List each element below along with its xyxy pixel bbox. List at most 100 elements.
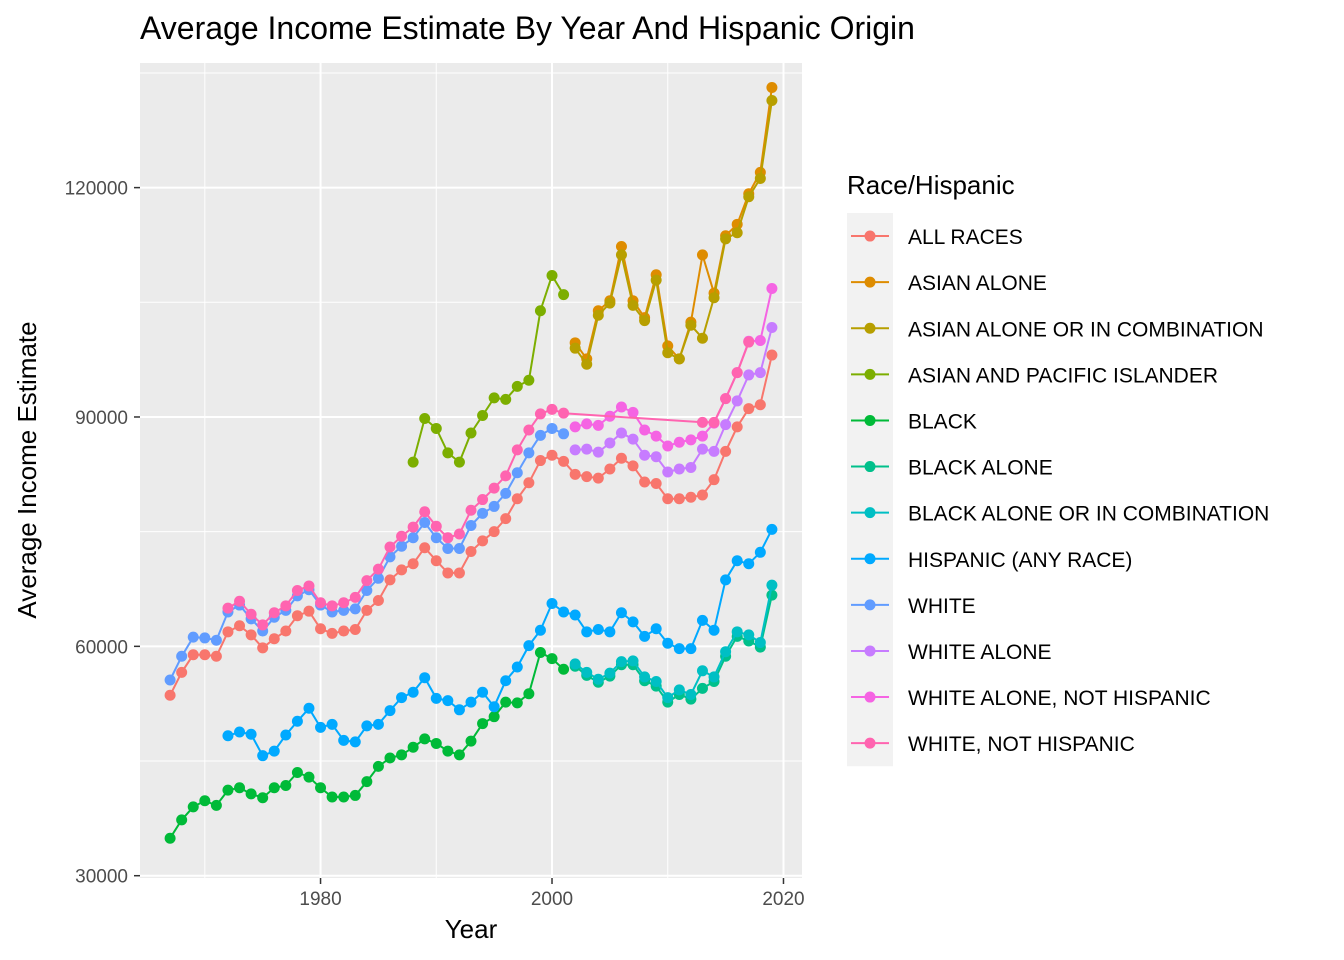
series-all-races (164, 349, 778, 701)
data-point (268, 745, 280, 757)
legend-key-point (864, 368, 876, 380)
data-point (245, 728, 257, 740)
data-point (419, 672, 431, 684)
data-point (187, 631, 199, 643)
data-point (720, 445, 732, 457)
data-point (615, 607, 627, 619)
legend-label: ALL RACES (908, 226, 1023, 249)
data-point (569, 421, 581, 433)
data-point (604, 626, 616, 638)
data-point (569, 468, 581, 480)
data-point (523, 688, 535, 700)
data-point (696, 416, 708, 428)
data-point (430, 422, 442, 434)
data-point (453, 528, 465, 540)
legend-label: WHITE (908, 595, 976, 618)
data-point (615, 240, 627, 252)
grid-lines (140, 63, 802, 878)
data-point (315, 782, 327, 794)
data-point (407, 521, 419, 533)
data-point (268, 633, 280, 645)
data-point (199, 649, 211, 661)
data-point (534, 624, 546, 636)
y-tick-label: 30000 (75, 867, 128, 888)
y-tick-label: 120000 (65, 179, 128, 200)
data-point (511, 467, 523, 479)
legend-key-point (864, 737, 876, 749)
data-point (754, 637, 766, 649)
data-point (372, 718, 384, 730)
data-point (604, 437, 616, 449)
data-point (720, 646, 732, 658)
data-point (627, 616, 639, 628)
data-point (372, 594, 384, 606)
legend-item: BLACK ALONE OR IN COMBINATION (851, 503, 1269, 526)
data-point (500, 393, 512, 405)
plot-panel (140, 63, 802, 878)
data-point (766, 589, 778, 601)
data-point (754, 546, 766, 558)
legend-key-point (864, 322, 876, 334)
data-point (338, 734, 350, 746)
data-point (164, 674, 176, 686)
legend-item: HISPANIC (ANY RACE) (851, 549, 1132, 572)
x-tick-label: 2020 (762, 889, 804, 910)
data-point (696, 665, 708, 677)
data-point (303, 580, 315, 592)
data-point (419, 542, 431, 554)
data-point (372, 572, 384, 584)
series-black-alone-or-in-combination (569, 579, 778, 704)
data-point (453, 542, 465, 554)
data-point (500, 696, 512, 708)
data-point (291, 715, 303, 727)
data-point (627, 655, 639, 667)
axes: 1980 2000 2020 30000 60000 90000 120000 (65, 179, 805, 910)
data-point (500, 675, 512, 687)
data-point (164, 689, 176, 701)
data-point (766, 322, 778, 334)
data-point (592, 472, 604, 484)
data-point (662, 637, 674, 649)
data-point (511, 661, 523, 673)
data-point (465, 504, 477, 516)
data-point (731, 421, 743, 433)
data-point (500, 513, 512, 525)
data-point (303, 702, 315, 714)
data-point (280, 625, 292, 637)
data-point (696, 332, 708, 344)
legend-item: WHITE (851, 595, 976, 618)
series-white-alone (569, 322, 778, 478)
data-point (627, 299, 639, 311)
data-point (257, 619, 269, 631)
data-point (442, 745, 454, 757)
legend-key-point (864, 507, 876, 519)
x-tick-label: 2000 (531, 889, 573, 910)
data-point (743, 629, 755, 641)
data-point (234, 595, 246, 607)
data-point (430, 555, 442, 567)
series-layer (164, 81, 778, 844)
data-point (338, 604, 350, 616)
data-point (477, 686, 489, 698)
data-point (338, 625, 350, 637)
data-point (720, 419, 732, 431)
legend-label: ASIAN ALONE (908, 272, 1047, 295)
legend-key-point (864, 599, 876, 611)
legend-item: BLACK ALONE (851, 457, 1053, 480)
data-point (453, 456, 465, 468)
data-point (581, 418, 593, 430)
data-point (731, 555, 743, 567)
data-point (477, 507, 489, 519)
data-point (187, 801, 199, 813)
data-point (708, 292, 720, 304)
data-point (199, 632, 211, 644)
data-point (453, 749, 465, 761)
data-point (650, 430, 662, 442)
data-point (234, 620, 246, 632)
data-point (615, 249, 627, 261)
data-point (604, 297, 616, 309)
data-point (477, 409, 489, 421)
data-point (303, 771, 315, 783)
data-point (592, 419, 604, 431)
